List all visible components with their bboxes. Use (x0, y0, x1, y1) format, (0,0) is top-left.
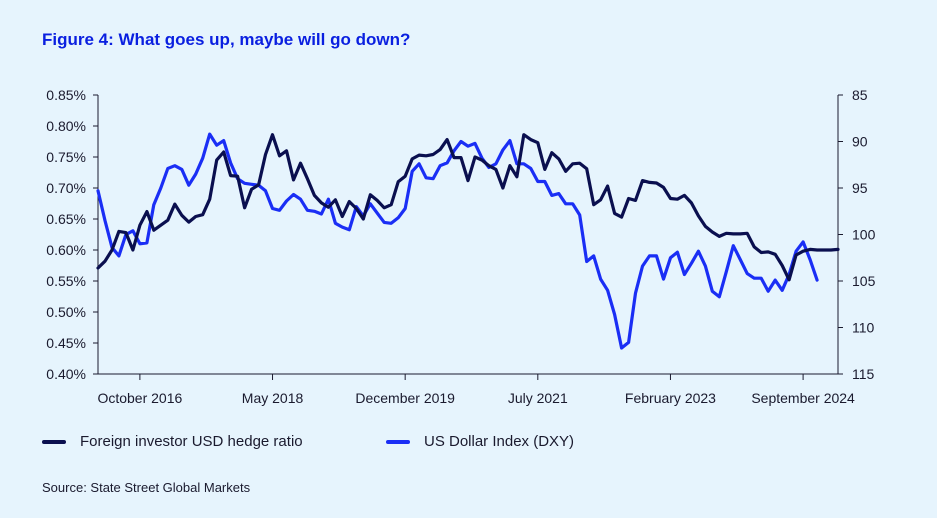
y-left-tick-label: 0.70% (46, 180, 86, 196)
x-tick-label: September 2024 (751, 390, 855, 406)
y-left-tick-label: 0.40% (46, 366, 86, 382)
y-right-tick-label: 110 (852, 320, 875, 336)
y-right-tick-label: 90 (852, 134, 868, 150)
legend-swatch-dxy (386, 439, 410, 444)
y-left-tick-label: 0.45% (46, 335, 86, 351)
x-tick-label: May 2018 (242, 390, 304, 406)
x-tick-label: February 2023 (625, 390, 716, 406)
y-left-tick-label: 0.50% (46, 304, 86, 320)
x-tick-label: July 2021 (508, 390, 568, 406)
y-right-tick-label: 100 (852, 227, 876, 243)
axes (93, 94, 843, 380)
x-tick-label: October 2016 (97, 390, 182, 406)
series-line-dxy (96, 132, 819, 350)
y-left-tick-label: 0.60% (46, 242, 86, 258)
series-line-hedge-ratio (96, 133, 840, 282)
y-left-tick-label: 0.80% (46, 118, 86, 134)
y-right-tick-label: 95 (852, 180, 868, 196)
legend-item-hedge: Foreign investor USD hedge ratio (42, 433, 303, 450)
y-left-tick-label: 0.85% (46, 87, 86, 103)
y-right-tick-label: 115 (852, 366, 875, 382)
source-note: Source: State Street Global Markets (42, 480, 251, 495)
legend-swatch-hedge (42, 439, 66, 444)
legend-item-dxy: US Dollar Index (DXY) (386, 433, 574, 450)
line-chart: 0.40% 0.45% 0.50% 0.55% 0.60% 0.65% 0.70% 0.75%… (46, 87, 875, 406)
tick-labels: 0.40% 0.45% 0.50% 0.55% 0.60% 0.65% 0.70% 0.75%… (46, 87, 875, 406)
y-left-tick-label: 0.55% (46, 273, 86, 289)
y-right-tick-label: 85 (852, 87, 868, 103)
y-right-tick-label: 105 (852, 273, 876, 289)
y-left-tick-label: 0.65% (46, 211, 86, 227)
chart-title: Figure 4: What goes up, maybe will go do… (42, 30, 411, 49)
legend-label-hedge: Foreign investor USD hedge ratio (80, 433, 303, 450)
y-left-tick-label: 0.75% (46, 149, 86, 165)
series-lines (96, 132, 840, 350)
legend-label-dxy: US Dollar Index (DXY) (424, 433, 575, 450)
x-tick-label: December 2019 (355, 390, 455, 406)
